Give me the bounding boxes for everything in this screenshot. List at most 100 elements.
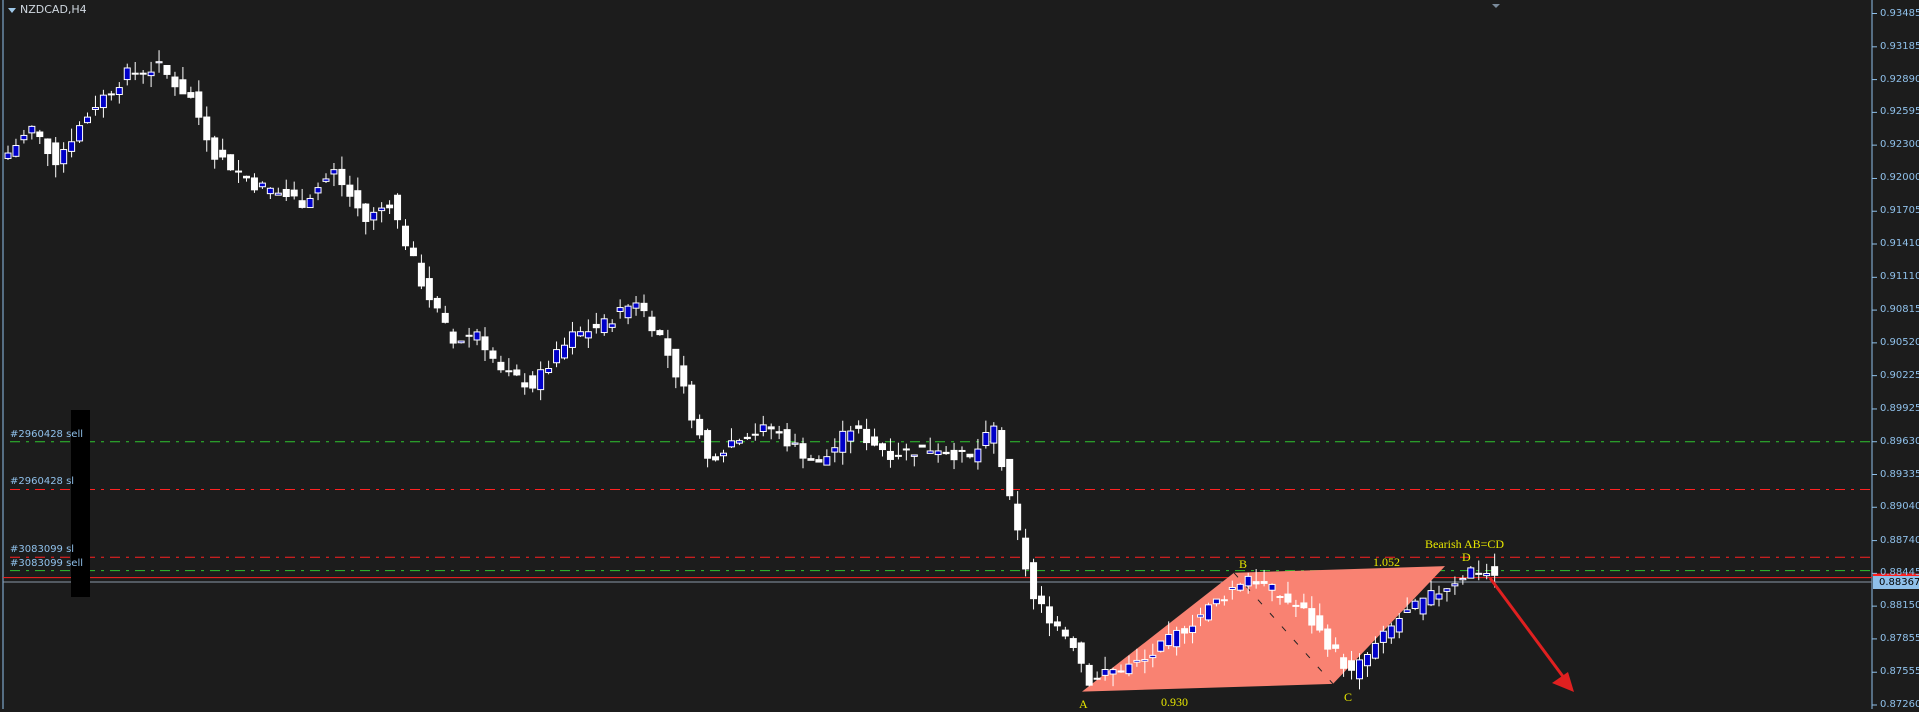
bullish-candle [131, 72, 139, 75]
bearish-candle [902, 448, 910, 451]
bullish-candle [1228, 586, 1236, 590]
bearish-candle [402, 225, 409, 247]
bearish-candle [521, 382, 529, 388]
bearish-candle [1077, 642, 1085, 664]
bearish-candle [1308, 608, 1316, 626]
bearish-candle [1276, 595, 1284, 598]
bullish-candle [759, 424, 767, 433]
bullish-candle [553, 349, 561, 364]
bullish-candle [1212, 598, 1220, 605]
bullish-candle [370, 211, 378, 221]
y-tick-label: 0.92000 [1880, 172, 1919, 184]
bullish-candle [1141, 659, 1149, 662]
bullish-candle [76, 125, 84, 142]
bullish-candle [847, 430, 855, 442]
bullish-candle [1459, 577, 1467, 581]
y-tick-label: 0.89630 [1880, 435, 1919, 447]
bearish-candle [227, 154, 235, 171]
bearish-candle [211, 137, 219, 160]
bearish-candle [1045, 606, 1053, 624]
bearish-candle [592, 323, 600, 329]
bullish-candle [1403, 609, 1411, 613]
bearish-candle [942, 451, 950, 455]
bearish-candle [187, 92, 195, 98]
bearish-candle [1061, 629, 1069, 637]
bearish-candle [966, 453, 974, 458]
y-tick-label: 0.88740 [1880, 534, 1919, 546]
bullish-candle [974, 448, 982, 463]
bullish-candle [1189, 625, 1197, 634]
bullish-candle [982, 432, 990, 447]
bearish-candle [163, 65, 171, 75]
y-tick-label: 0.88150 [1880, 600, 1919, 612]
bearish-candle [298, 200, 306, 208]
bullish-candle [1387, 625, 1395, 639]
bearish-candle [338, 168, 346, 186]
bearish-candle [799, 443, 807, 459]
bearish-candle [529, 375, 537, 389]
bullish-candle [1133, 659, 1141, 663]
current-price-label: 0.88367 [1873, 576, 1919, 590]
bearish-candle [489, 350, 497, 359]
bearish-candle [743, 436, 751, 440]
bearish-candle [688, 384, 696, 421]
bullish-candle [926, 450, 934, 454]
bullish-candle [958, 449, 966, 452]
bearish-candle [282, 188, 290, 198]
y-tick-label: 0.93485 [1880, 7, 1919, 19]
bearish-candle [680, 365, 688, 387]
bullish-candle [1451, 583, 1459, 587]
bearish-candle [243, 175, 250, 179]
y-tick-label: 0.91110 [1880, 271, 1919, 283]
bearish-candle [1491, 566, 1499, 576]
bullish-candle [1173, 629, 1181, 648]
bearish-candle [497, 361, 505, 371]
bearish-candle [195, 91, 203, 118]
bullish-candle [60, 149, 68, 165]
bullish-candle [735, 440, 743, 444]
bullish-candle [91, 107, 99, 110]
bearish-candle [1260, 581, 1268, 584]
dropdown-triangle-icon[interactable] [8, 7, 16, 13]
bullish-candle [568, 331, 576, 348]
y-tick-label: 0.90520 [1880, 336, 1919, 348]
y-tick-label: 0.93185 [1880, 40, 1919, 52]
bearish-candle [950, 449, 958, 461]
order-level-label: #2960428 sell [10, 428, 84, 440]
bullish-candle [1244, 575, 1252, 587]
y-tick-label: 0.91705 [1880, 205, 1919, 217]
bearish-candle [1292, 604, 1300, 607]
y-tick-label: 0.87855 [1880, 632, 1919, 644]
bullish-candle [274, 192, 282, 196]
bearish-candle [1014, 503, 1022, 531]
bullish-candle [1443, 588, 1451, 592]
bullish-candle [1109, 669, 1117, 675]
y-tick-label: 0.92890 [1880, 73, 1919, 85]
point-b-label: B [1239, 557, 1248, 571]
bullish-candle [1101, 669, 1109, 676]
bearish-candle [1475, 572, 1483, 575]
y-tick-label: 0.89040 [1880, 501, 1919, 513]
bullish-candle [624, 305, 632, 319]
bullish-candle [107, 93, 115, 96]
bearish-candle [871, 436, 879, 446]
bullish-candle [1149, 654, 1157, 659]
bearish-candle [886, 450, 894, 460]
bearish-candle [290, 189, 298, 197]
bearish-candle [1300, 602, 1308, 609]
bearish-candle [1181, 628, 1189, 634]
bullish-candle [576, 331, 584, 337]
bearish-candle [449, 331, 457, 344]
bullish-candle [68, 141, 76, 152]
bullish-candle [894, 454, 902, 457]
bullish-candle [84, 116, 91, 124]
bearish-candle [362, 203, 370, 222]
bullish-candle [258, 182, 266, 188]
bearish-candle [346, 184, 354, 197]
bearish-candle [1117, 670, 1125, 673]
bearish-candle [1284, 593, 1292, 603]
bearish-candle [1332, 644, 1340, 649]
bullish-candle [632, 302, 640, 309]
order-level-label: #2960428 sl [10, 476, 75, 488]
